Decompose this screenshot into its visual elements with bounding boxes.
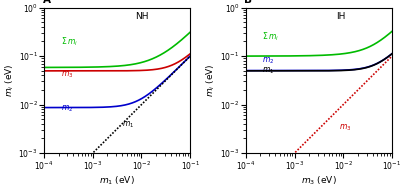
Text: NH: NH	[135, 12, 148, 21]
Text: $\Sigma\, m_i$: $\Sigma\, m_i$	[61, 36, 78, 48]
X-axis label: $m_1$ (eV): $m_1$ (eV)	[99, 174, 135, 187]
Text: $\Sigma\, m_i$: $\Sigma\, m_i$	[262, 30, 280, 43]
Y-axis label: $m_i$ (eV): $m_i$ (eV)	[3, 64, 16, 97]
Text: $m_2$: $m_2$	[61, 104, 73, 114]
Text: B: B	[244, 0, 252, 5]
Text: $m_1$: $m_1$	[262, 66, 275, 76]
Text: $m_2$: $m_2$	[262, 55, 275, 66]
Text: $m_3$: $m_3$	[61, 69, 73, 80]
X-axis label: $m_3$ (eV): $m_3$ (eV)	[301, 174, 337, 187]
Text: $m_3$: $m_3$	[338, 123, 351, 133]
Y-axis label: $m_i$ (eV): $m_i$ (eV)	[205, 64, 218, 97]
Text: A: A	[42, 0, 50, 5]
Text: $m_1$: $m_1$	[122, 120, 134, 130]
Text: IH: IH	[336, 12, 346, 21]
